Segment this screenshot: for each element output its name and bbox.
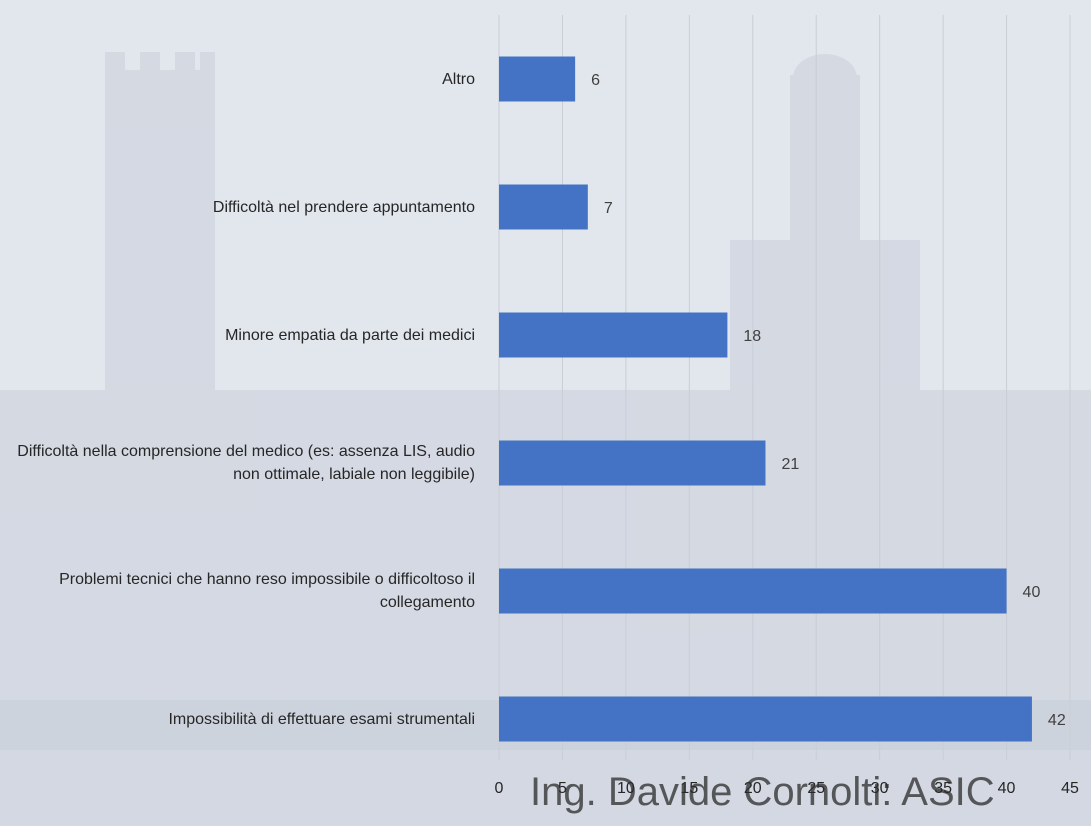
bar [499, 696, 1032, 742]
data-label: 40 [1023, 584, 1041, 601]
category-label: Altro [442, 70, 475, 88]
category-label: Minore empatia da parte dei medici [225, 326, 475, 344]
bar [499, 568, 1007, 614]
x-tick-label: 0 [495, 780, 504, 797]
data-label: 6 [591, 72, 600, 89]
bar [499, 56, 576, 102]
bar [499, 184, 588, 230]
x-tick-label: 45 [1061, 780, 1079, 797]
x-tick-label: 35 [934, 780, 952, 797]
x-tick-label: 25 [807, 780, 825, 797]
data-label: 42 [1048, 712, 1066, 729]
x-tick-label: 30 [871, 780, 889, 797]
category-label: Problemi tecnici che hanno reso impossib… [59, 571, 475, 611]
data-label: 21 [781, 456, 799, 473]
x-tick-label: 10 [617, 780, 635, 797]
category-label: Difficoltà nel prendere appuntamento [212, 198, 475, 216]
category-label: Impossibilità di effettuare esami strume… [168, 710, 475, 728]
x-tick-label: 5 [558, 780, 567, 797]
x-tick-label: 40 [998, 780, 1016, 797]
footer-author-text: Ing. Davide Cornolti: ASIC [530, 770, 995, 814]
bar [499, 312, 728, 358]
data-label: 18 [743, 328, 761, 345]
x-tick-label: 20 [744, 780, 762, 797]
data-label: 7 [604, 200, 613, 217]
category-label: Difficoltà nella comprensione del medico… [17, 443, 475, 483]
x-tick-label: 15 [680, 780, 698, 797]
bar [499, 440, 766, 486]
